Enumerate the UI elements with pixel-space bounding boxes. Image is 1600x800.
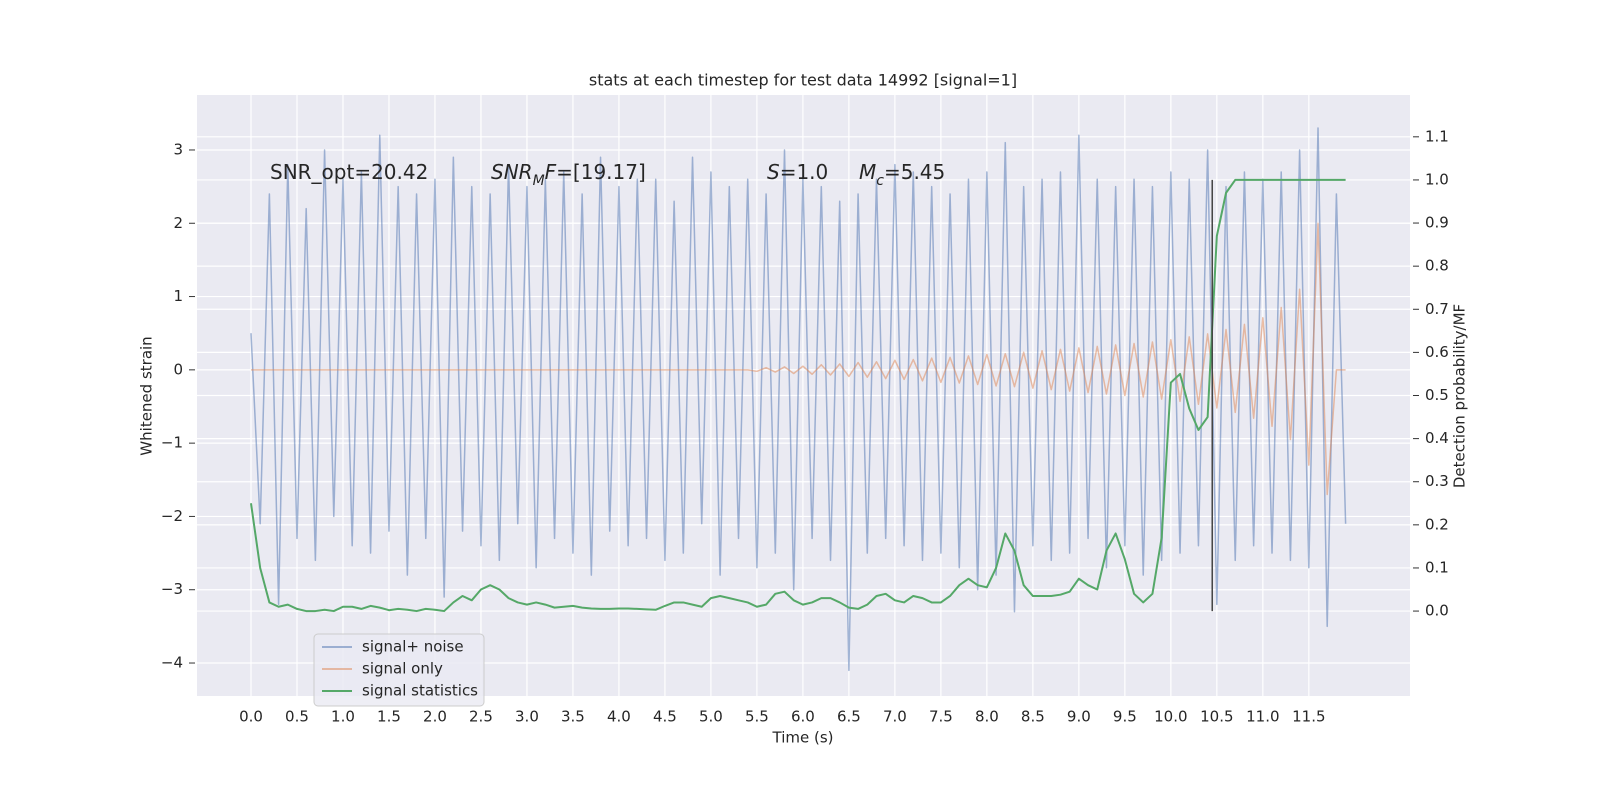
x-tick-label: 1.5 [377, 708, 401, 726]
y2-tick-label: 0.2 [1425, 515, 1449, 533]
x-tick-label: 6.5 [837, 708, 861, 726]
y-tick-label: 2 [173, 214, 183, 232]
y2-axis-label: Detection probability/MF [1451, 304, 1469, 488]
x-tick-label: 11.0 [1246, 708, 1279, 726]
annotation-part: S [767, 160, 780, 184]
annotation-part: c [876, 173, 884, 189]
legend-box [313, 633, 485, 707]
y-axis-label: Whitened strain [138, 336, 156, 455]
marks [249, 127, 1347, 672]
y2-tick-label: 0.0 [1425, 602, 1449, 620]
annotation: S=1.0 [767, 160, 828, 184]
y-tick-label: −3 [161, 580, 183, 598]
y-tick-label: −2 [161, 507, 183, 525]
x-axis-label: Time (s) [772, 729, 834, 747]
x-tick-label: 11.5 [1292, 708, 1325, 726]
x-tick-label: 7.5 [929, 708, 953, 726]
y-tick-label: 3 [173, 140, 183, 158]
legend-label: signal+ noise [362, 638, 464, 656]
y2-tick-label: 0.1 [1425, 558, 1449, 576]
y2-tick-label: 1.1 [1425, 127, 1449, 145]
y2-tick-label: 0.8 [1425, 257, 1449, 275]
annotation-part: M [859, 160, 876, 184]
annotation: SNRMF=[19.17] [491, 160, 646, 190]
y-tick-label: −4 [161, 654, 183, 672]
annotation-part: M [533, 173, 545, 189]
x-tick-label: 10.0 [1154, 708, 1187, 726]
annotation-part: =[19.17] [556, 160, 646, 184]
x-tick-label: 5.5 [745, 708, 769, 726]
x-tick-label: 9.5 [1113, 708, 1137, 726]
y2-tick-label: 1.0 [1425, 170, 1449, 188]
x-tick-label: 1.0 [331, 708, 355, 726]
annotation-part: SNR_opt=20.42 [270, 160, 428, 184]
y2-tick-label: 0.5 [1425, 386, 1449, 404]
x-tick-label: 10.5 [1200, 708, 1233, 726]
y2-tick-label: 0.7 [1425, 300, 1449, 318]
y-tick-label: −1 [161, 434, 183, 452]
legend-label: signal only [362, 660, 443, 678]
series-line [249, 178, 1346, 613]
y2-tick-label: 0.9 [1425, 214, 1449, 232]
x-tick-label: 0.5 [285, 708, 309, 726]
annotation-part: SNR [491, 160, 533, 184]
annotation: SNR_opt=20.42 [270, 160, 428, 184]
legend: signal+ noise signal only signal statistic… [313, 633, 485, 707]
x-tick-label: 2.0 [423, 708, 447, 726]
y-tick-label: 0 [173, 360, 183, 378]
labels: stats at each timestep for test data 149… [138, 71, 1469, 747]
legend-label: signal statistics [362, 682, 478, 700]
y2-tick-label: 0.4 [1425, 429, 1449, 447]
x-tick-label: 4.0 [607, 708, 631, 726]
x-tick-label: 8.0 [975, 708, 999, 726]
x-tick-label: 0.0 [239, 708, 263, 726]
x-tick-label: 8.5 [1021, 708, 1045, 726]
annotation-part: =5.45 [884, 160, 945, 184]
x-tick-label: 2.5 [469, 708, 493, 726]
x-tick-label: 4.5 [653, 708, 677, 726]
annotation: Mc=5.45 [859, 160, 945, 190]
x-tick-label: 6.0 [791, 708, 815, 726]
chart-title: stats at each timestep for test data 149… [589, 71, 1017, 90]
annotation-part: =1.0 [780, 160, 829, 184]
annotation-part: F [545, 160, 557, 184]
y2-tick-label: 0.3 [1425, 472, 1449, 490]
x-tick-label: 9.0 [1067, 708, 1091, 726]
y2-tick-label: 0.6 [1425, 343, 1449, 361]
y-tick-label: 1 [173, 287, 183, 305]
x-tick-label: 7.0 [883, 708, 907, 726]
x-tick-label: 5.0 [699, 708, 723, 726]
x-tick-label: 3.5 [561, 708, 585, 726]
x-tick-label: 3.0 [515, 708, 539, 726]
series-line [250, 222, 1346, 496]
